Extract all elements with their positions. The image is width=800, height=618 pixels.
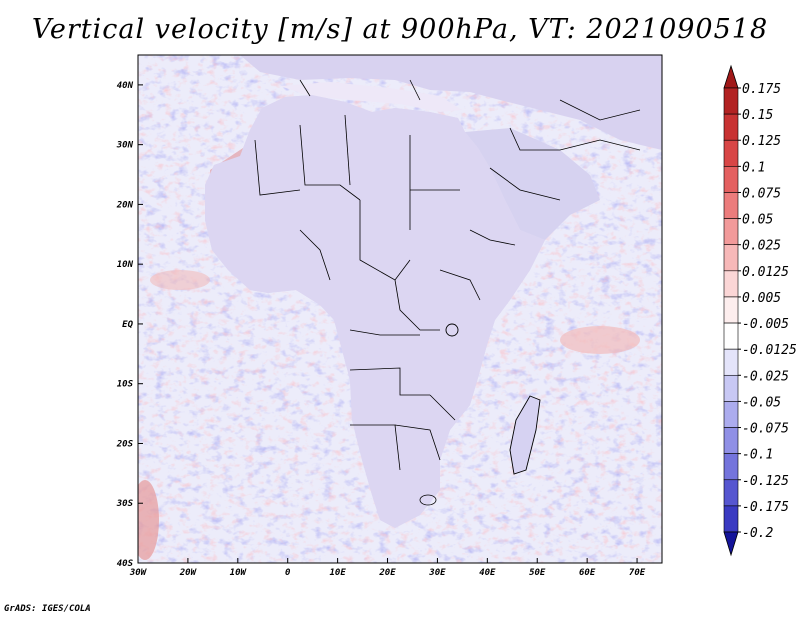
lon-tick-label: 30E [428, 568, 446, 578]
colorbar-segment [723, 270, 739, 298]
lat-tick-label: 20S [116, 439, 134, 449]
colorbar-label: 0.005 [742, 291, 781, 306]
lat-tick-label: 20N [116, 200, 134, 210]
lon-tick-label: 20W [179, 568, 198, 578]
chart-title: Vertical velocity [m/s] at 900hPa, VT: 2… [31, 14, 769, 45]
lake-victoria [445, 323, 459, 337]
colorbar-segment [723, 218, 739, 246]
lon-tick-label: 40E [479, 568, 496, 578]
colorbar-segment [723, 113, 739, 141]
lat-tick-label: EQ [122, 320, 133, 330]
colorbar-label: -0.005 [742, 317, 789, 332]
lon-tick-label: 60E [579, 568, 596, 578]
colorbar-top-arrow [723, 64, 739, 89]
colorbar-label: -0.125 [742, 474, 789, 489]
colorbar-label: -0.175 [742, 500, 789, 515]
europe-asia-landmass [240, 55, 662, 150]
colorbar-label: -0.2 [742, 526, 773, 541]
arabian-peninsula [465, 128, 600, 240]
colorbar-segment [723, 296, 739, 324]
colorbar-bottom-arrow [723, 531, 739, 557]
colorbar-label: -0.025 [742, 369, 789, 384]
south-atlantic-updraft-band [138, 480, 159, 560]
longitude-axis: 30W 20W 10W 0 10E 20E 30E 40E 50E 60E 70E [129, 558, 646, 578]
lon-tick-label: 0 [285, 568, 291, 578]
colorbar-label: 0.075 [742, 186, 781, 201]
colorbar-label: 0.0125 [742, 265, 789, 280]
lon-tick-label: 50E [529, 568, 546, 578]
lat-tick-label: 10S [117, 380, 134, 390]
colorbar-segment [723, 139, 739, 167]
lon-tick-label: 20E [378, 568, 396, 578]
colorbar-label: -0.075 [742, 422, 789, 437]
colorbar-segment [723, 453, 739, 481]
plot-frame [137, 54, 663, 564]
indian-ocean-updraft-band [560, 326, 640, 354]
lat-tick-label: 10N [117, 260, 134, 270]
lon-tick-label: 10E [329, 568, 346, 578]
lon-tick-label: 10W [230, 568, 248, 578]
colorbar-label: 0.15 [742, 108, 773, 123]
colorbar-label: -0.1 [742, 448, 773, 463]
colorbar-segment [723, 505, 739, 533]
grads-credit: GrADS: IGES/COLA [4, 604, 91, 614]
colorbar-label: -0.0125 [742, 343, 797, 358]
lat-tick-label: 30N [116, 141, 134, 151]
colorbar-segment [723, 322, 739, 350]
atlantic-updraft-band [150, 270, 210, 290]
country-borders [254, 79, 641, 471]
colorbar-segment [723, 427, 739, 454]
madagascar [509, 395, 541, 475]
colorbar-segment [723, 374, 739, 402]
colorbar-label: 0.05 [742, 213, 773, 228]
colorbar-segment [723, 348, 739, 376]
lat-tick-label: 40N [117, 81, 134, 91]
colorbar-label: -0.05 [742, 395, 781, 410]
colorbar-label: 0.125 [742, 134, 781, 149]
velocity-field [138, 55, 662, 563]
latitude-axis: 40N 30N 20N 10N EQ 10S 20S 30S 40S [116, 81, 143, 569]
colorbar: 0.175 0.15 0.125 0.1 0.075 0.05 0.025 0.0125 0.0… [723, 64, 797, 557]
colorbar-segment [723, 166, 739, 193]
colorbar-segment [723, 87, 739, 115]
lesotho-border [419, 494, 437, 506]
lon-tick-label: 30W [129, 568, 148, 578]
lon-tick-label: 70E [629, 568, 646, 578]
lat-tick-label: 40S [117, 559, 134, 569]
colorbar-segment [723, 244, 739, 272]
colorbar-label: 0.175 [742, 82, 781, 97]
mediterranean-sea [280, 82, 462, 112]
colorbar-segment [723, 192, 739, 219]
colorbar-label: 0.025 [742, 239, 781, 254]
lat-tick-label: 30S [116, 499, 134, 509]
colorbar-segment [723, 479, 739, 507]
colorbar-segment [723, 401, 739, 428]
colorbar-label: 0.1 [742, 160, 765, 175]
